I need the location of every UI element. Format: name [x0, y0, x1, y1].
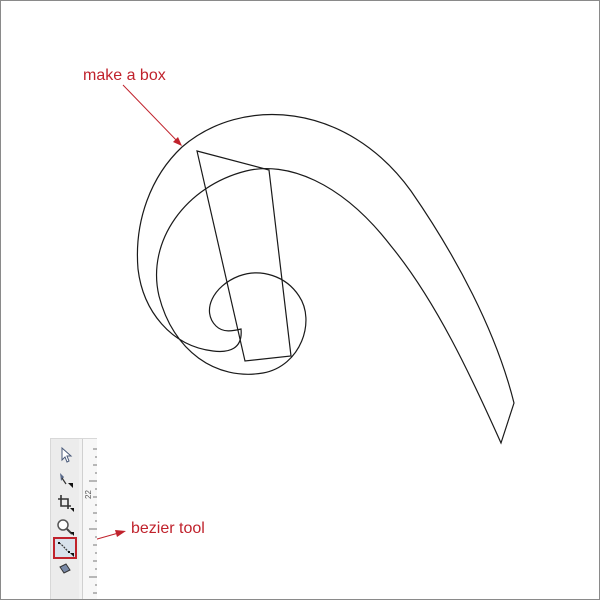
vertical-ruler[interactable] [82, 439, 97, 599]
smart-fill-tool[interactable] [53, 561, 77, 583]
box-shape[interactable] [196, 150, 292, 362]
ruler-ticks [89, 448, 97, 594]
zoom-tool[interactable] [53, 516, 77, 538]
arrow-pointer-icon [61, 446, 73, 463]
crop-icon [58, 495, 74, 512]
bezier-curve-icon [58, 542, 74, 557]
toolbox: 22 [50, 438, 97, 599]
crop-tool[interactable] [53, 492, 77, 514]
make-box-arrowhead [173, 137, 182, 146]
bezier-arrowhead [115, 530, 126, 537]
shape-node-icon [60, 473, 73, 488]
tool-column [51, 439, 79, 599]
fill-icon [59, 563, 71, 574]
make-box-annotation: make a box [83, 67, 166, 84]
bezier-tool-annotation: bezier tool [131, 520, 205, 537]
pick-tool[interactable] [53, 444, 77, 466]
shape-tool[interactable] [53, 468, 77, 490]
spiral-shape[interactable] [136, 114, 515, 445]
ruler-label: 22 [84, 490, 93, 499]
bezier-tool[interactable] [53, 537, 77, 559]
make-box-arrow [122, 84, 180, 144]
magnifier-icon [57, 519, 74, 536]
